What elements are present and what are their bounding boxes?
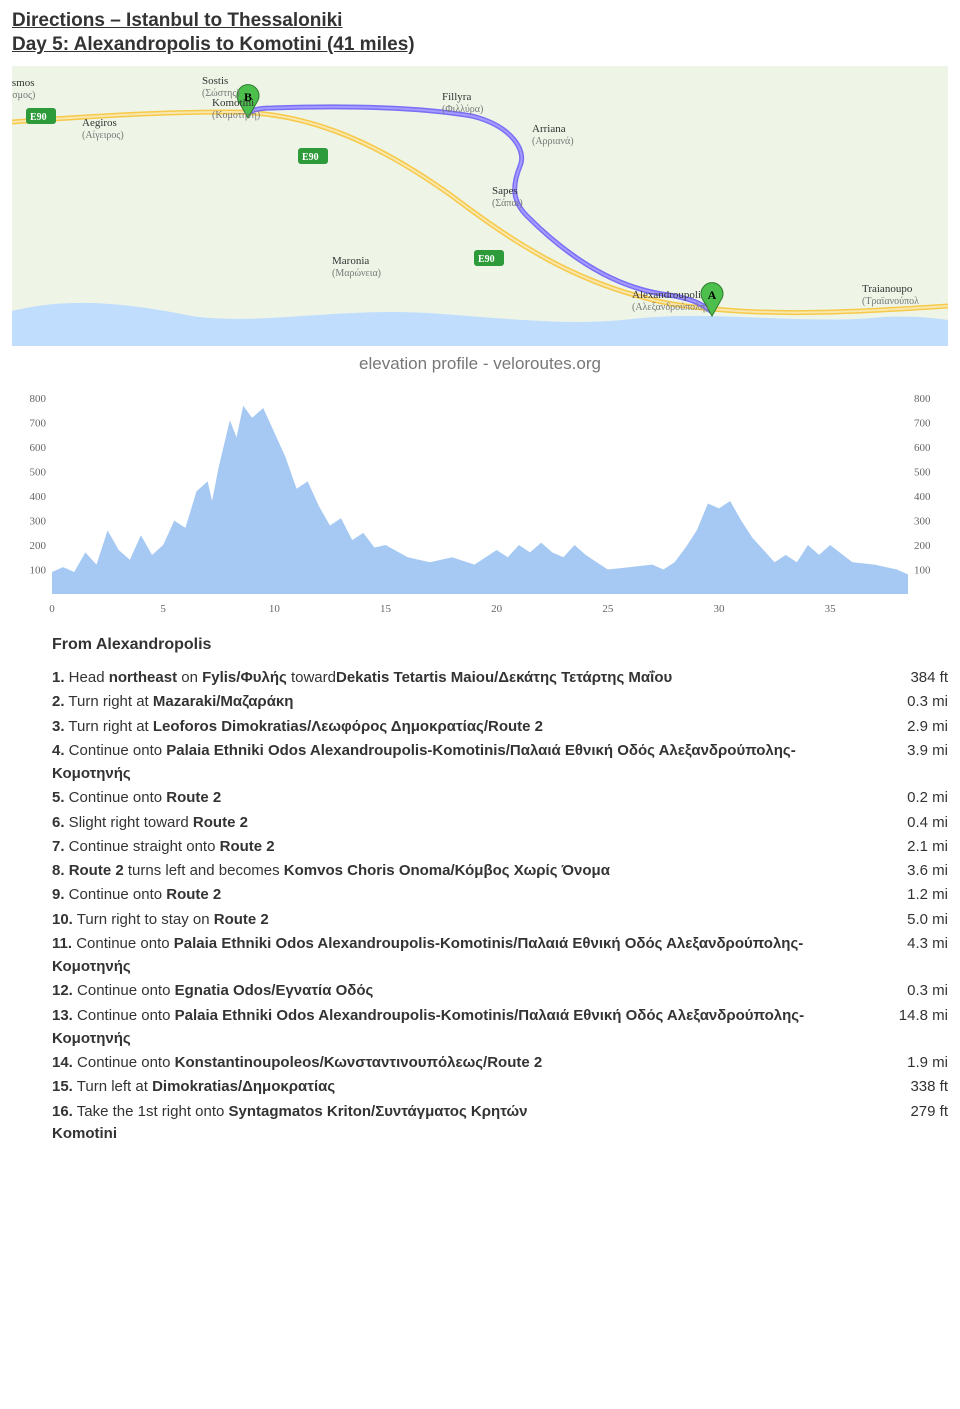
road-shield: E90: [26, 108, 56, 124]
step-distance: 3.9 mi: [868, 739, 948, 762]
svg-text:500: 500: [914, 467, 931, 479]
svg-text:600: 600: [30, 442, 47, 454]
step-distance: 4.3 mi: [868, 932, 948, 955]
direction-step: 14. Continue onto Konstantinoupoleos/Κων…: [52, 1051, 948, 1074]
page-title: Directions – Istanbul to Thessaloniki: [12, 10, 948, 32]
direction-step: 3. Turn right at Leoforos Dimokratias/Λε…: [52, 715, 948, 738]
step-distance: 0.3 mi: [868, 690, 948, 713]
svg-text:20: 20: [491, 603, 503, 615]
road-shield: E90: [298, 148, 328, 164]
step-distance: 3.6 mi: [868, 859, 948, 882]
svg-text:ασμος): ασμος): [12, 90, 35, 101]
svg-text:asmos: asmos: [12, 77, 35, 89]
direction-step: 16. Take the 1st right onto Syntagmatos …: [52, 1100, 948, 1123]
svg-text:E90: E90: [478, 254, 495, 265]
svg-text:800: 800: [30, 393, 47, 405]
route-map: E90 E90 E90 A B Sostis(Σώστης)Komotini(Κ…: [12, 66, 948, 346]
direction-step: 6. Slight right toward Route 20.4 mi: [52, 811, 948, 834]
direction-step: 4. Continue onto Palaia Ethniki Odos Ale…: [52, 739, 948, 786]
step-distance: 14.8 mi: [868, 1004, 948, 1027]
svg-text:(Σάπαι): (Σάπαι): [492, 198, 523, 209]
direction-step: 5. Continue onto Route 20.2 mi: [52, 786, 948, 809]
svg-text:5: 5: [160, 603, 166, 615]
direction-step: 11. Continue onto Palaia Ethniki Odos Al…: [52, 932, 948, 979]
svg-text:100: 100: [914, 565, 931, 577]
svg-text:300: 300: [914, 516, 931, 528]
step-distance: 2.9 mi: [868, 715, 948, 738]
svg-text:(Αλεξανδρούπολη): (Αλεξανδρούπολη): [632, 302, 708, 313]
direction-step: 13. Continue onto Palaia Ethniki Odos Al…: [52, 1004, 948, 1051]
svg-text:E90: E90: [30, 112, 47, 123]
svg-text:0: 0: [49, 603, 55, 615]
svg-text:400: 400: [914, 491, 931, 503]
svg-text:(Αίγειρος): (Αίγειρος): [82, 130, 124, 141]
step-distance: 1.2 mi: [868, 883, 948, 906]
step-distance: 279 ft: [868, 1100, 948, 1123]
svg-text:400: 400: [30, 491, 47, 503]
svg-text:(Τραϊανούπολ: (Τραϊανούπολ: [862, 296, 919, 307]
svg-text:Sostis: Sostis: [202, 75, 228, 87]
svg-text:Sapes: Sapes: [492, 185, 518, 197]
svg-text:700: 700: [30, 418, 47, 430]
map-container: E90 E90 E90 A B Sostis(Σώστης)Komotini(Κ…: [12, 66, 948, 618]
step-distance: 1.9 mi: [868, 1051, 948, 1074]
svg-text:Aegiros: Aegiros: [82, 117, 117, 129]
direction-step: 2. Turn right at Mazaraki/Μαζαράκη0.3 mi: [52, 690, 948, 713]
svg-text:(Αρριανά): (Αρριανά): [532, 136, 574, 147]
svg-text:Traianoupo: Traianoupo: [862, 283, 913, 295]
direction-step: 9. Continue onto Route 21.2 mi: [52, 883, 948, 906]
svg-text:700: 700: [914, 418, 931, 430]
svg-text:200: 200: [914, 540, 931, 552]
svg-text:E90: E90: [302, 152, 319, 163]
direction-step: 8. Route 2 turns left and becomes Komvos…: [52, 859, 948, 882]
svg-text:200: 200: [30, 540, 47, 552]
step-distance: 0.3 mi: [868, 979, 948, 1002]
svg-text:10: 10: [269, 603, 281, 615]
svg-text:15: 15: [380, 603, 392, 615]
svg-text:25: 25: [602, 603, 614, 615]
from-label: From Alexandropolis: [52, 636, 948, 654]
direction-step: 15. Turn left at Dimokratias/Δημοκρατίας…: [52, 1075, 948, 1098]
svg-text:500: 500: [30, 467, 47, 479]
svg-text:35: 35: [825, 603, 837, 615]
svg-text:600: 600: [914, 442, 931, 454]
step-distance: 338 ft: [868, 1075, 948, 1098]
svg-text:800: 800: [914, 393, 931, 405]
svg-text:A: A: [708, 288, 717, 302]
svg-text:100: 100: [30, 565, 47, 577]
direction-step: 1. Head northeast on Fylis/Φυλής towardD…: [52, 666, 948, 689]
svg-text:Maronia: Maronia: [332, 255, 369, 267]
elevation-header: elevation profile - veloroutes.org: [12, 346, 948, 378]
svg-text:Alexandroupoli: Alexandroupoli: [632, 289, 701, 301]
svg-text:(Μαρώνεια): (Μαρώνεια): [332, 268, 381, 279]
elevation-chart: 100200300400500600700800 100200300400500…: [12, 378, 948, 618]
page-subtitle: Day 5: Alexandropolis to Komotini (41 mi…: [12, 34, 948, 56]
step-distance: 2.1 mi: [868, 835, 948, 858]
step-distance: 384 ft: [868, 666, 948, 689]
svg-text:Arriana: Arriana: [532, 123, 566, 135]
svg-text:300: 300: [30, 516, 47, 528]
direction-step: 12. Continue onto Egnatia Odos/Εγνατία Ο…: [52, 979, 948, 1002]
svg-text:Fillyra: Fillyra: [442, 91, 471, 103]
svg-text:30: 30: [714, 603, 726, 615]
svg-text:(Κομοτηνή): (Κομοτηνή): [212, 110, 260, 121]
step-distance: 0.4 mi: [868, 811, 948, 834]
direction-step: 7. Continue straight onto Route 22.1 mi: [52, 835, 948, 858]
destination-label: Komotini: [52, 1125, 948, 1142]
road-shield: E90: [474, 250, 504, 266]
svg-text:Komotini: Komotini: [212, 97, 254, 109]
direction-step: 10. Turn right to stay on Route 25.0 mi: [52, 908, 948, 931]
directions-list: 1. Head northeast on Fylis/Φυλής towardD…: [52, 666, 948, 1123]
step-distance: 5.0 mi: [868, 908, 948, 931]
step-distance: 0.2 mi: [868, 786, 948, 809]
svg-text:(Φιλλύρα): (Φιλλύρα): [442, 104, 483, 115]
